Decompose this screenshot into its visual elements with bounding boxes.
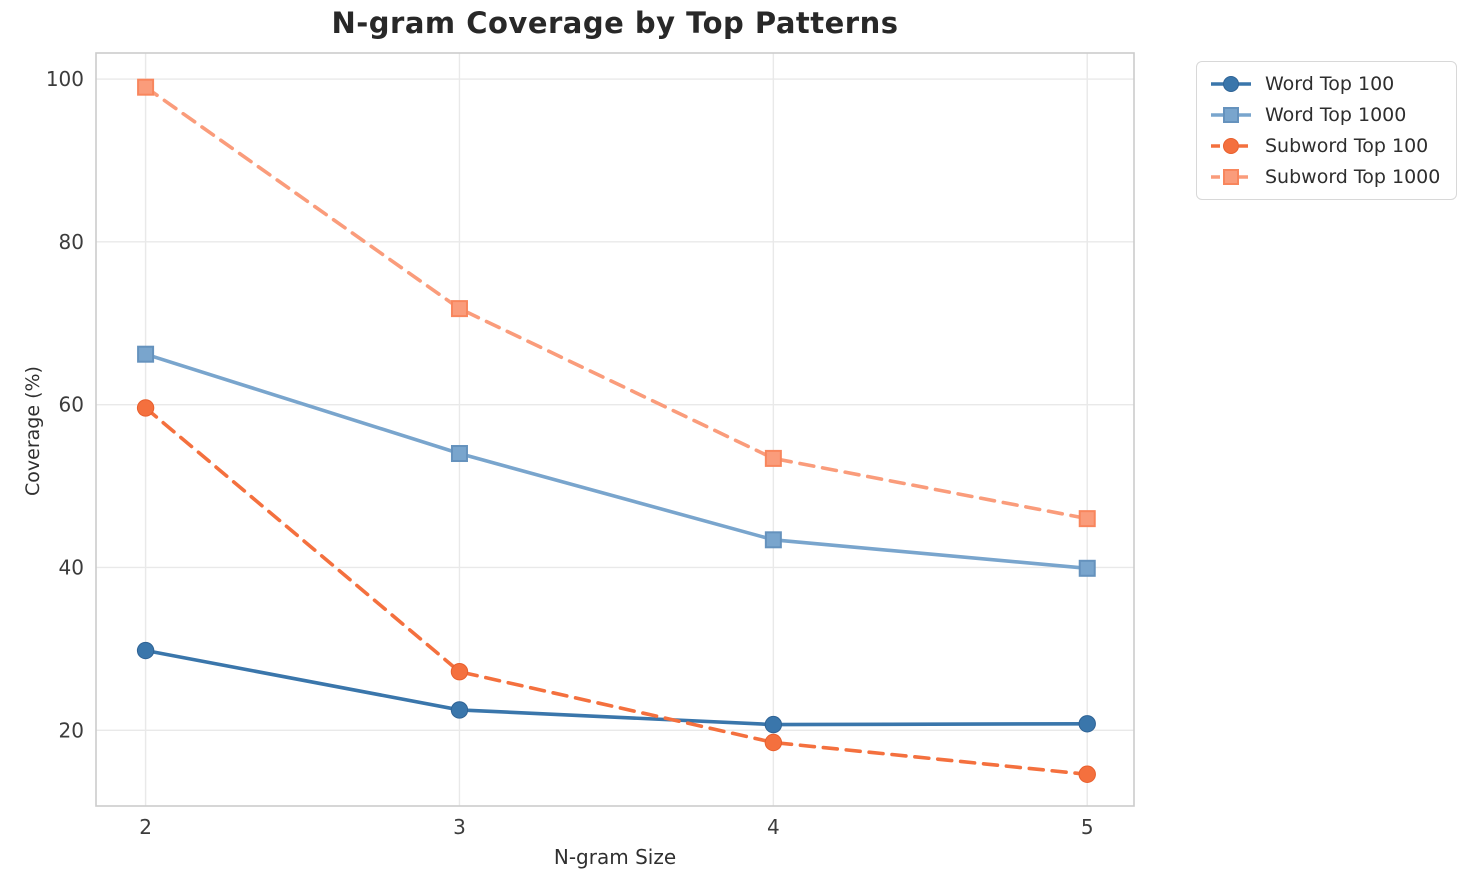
x-tick-label: 3 (453, 815, 466, 839)
x-tick-label: 4 (767, 815, 780, 839)
series-line (143, 85, 1089, 521)
data-point-marker (764, 531, 782, 549)
data-point-marker (1078, 559, 1096, 577)
data-point-marker (450, 701, 469, 719)
data-point-marker (137, 78, 155, 96)
x-tick-label: 5 (1081, 815, 1094, 839)
axes-spines (95, 52, 1135, 807)
data-point-marker (1078, 715, 1096, 733)
data-point-marker (136, 641, 155, 660)
legend-item: Subword Top 1000 (1209, 165, 1440, 189)
legend-label: Subword Top 1000 (1265, 166, 1441, 188)
legend-label: Word Top 100 (1265, 73, 1395, 95)
legend-item: Word Top 100 (1209, 72, 1440, 96)
x-axis-label: N-gram Size (553, 845, 677, 869)
legend-label: Word Top 1000 (1265, 104, 1407, 126)
y-tick-label: 100 (46, 67, 84, 91)
data-point-marker (136, 399, 155, 417)
plot-area (96, 53, 1134, 806)
legend-item: Word Top 1000 (1209, 103, 1440, 127)
data-point-marker (764, 715, 783, 734)
series-line (143, 352, 1089, 571)
data-point-marker (137, 345, 155, 363)
y-tick-label: 40 (59, 555, 84, 579)
y-tick-label: 60 (59, 393, 84, 417)
data-point-marker (1078, 510, 1096, 528)
legend: Word Top 100 Word Top 1000 Subword Top 100… (1196, 61, 1458, 200)
data-point-marker (764, 733, 783, 752)
data-point-marker (1078, 765, 1096, 783)
legend-swatch-circle-icon (1211, 138, 1251, 154)
x-tick-label: 2 (139, 815, 152, 839)
series-line (143, 406, 1089, 777)
data-point-marker (450, 445, 468, 463)
y-tick-label: 20 (59, 718, 84, 742)
chart-title: N-gram Coverage by Top Patterns (331, 6, 899, 40)
data-point-marker (450, 662, 469, 681)
legend-label: Subword Top 100 (1265, 135, 1429, 157)
legend-item: Subword Top 100 (1209, 134, 1440, 158)
y-axis-label: Coverage (%) (22, 366, 44, 496)
y-tick-label: 80 (59, 230, 84, 254)
series-line (143, 648, 1089, 727)
legend-swatch-square-icon (1211, 169, 1251, 185)
data-point-marker (764, 449, 782, 467)
data-point-marker (450, 300, 468, 318)
legend-swatch-square-icon (1211, 107, 1251, 123)
legend-swatch-circle-icon (1211, 76, 1251, 92)
